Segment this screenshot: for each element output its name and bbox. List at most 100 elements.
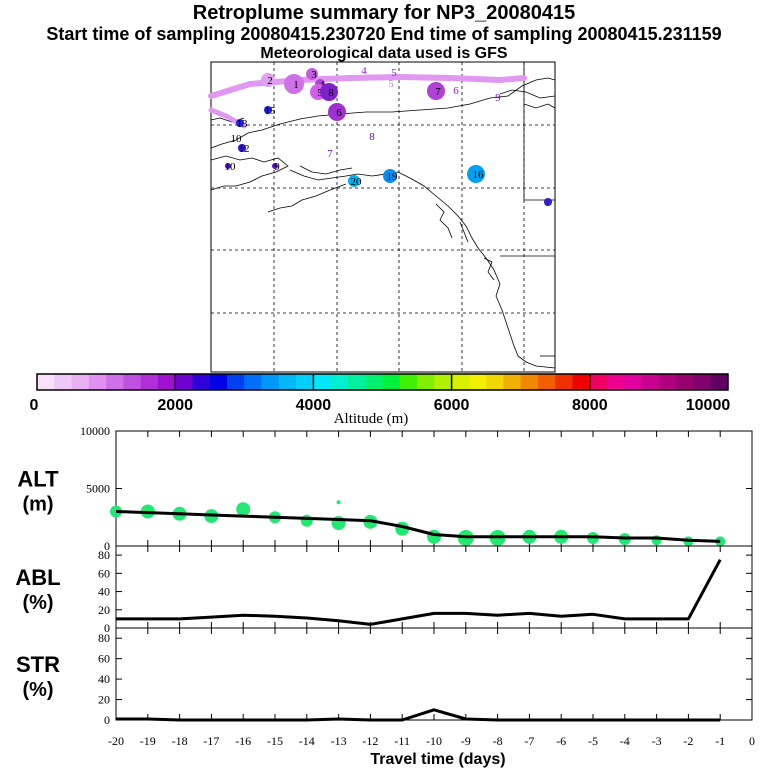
map-point-label: 2 xyxy=(267,75,273,87)
y-tick-label: 80 xyxy=(98,548,110,562)
panel-alt: 0 5000 10000 ALT(m) xyxy=(17,424,753,553)
colorbar-cell xyxy=(261,374,280,390)
map-point xyxy=(264,106,272,114)
panel-unit-label: (%) xyxy=(22,592,53,614)
colorbar-cell xyxy=(296,374,314,390)
met-data-note: Meteorological data used is GFS xyxy=(260,45,508,62)
x-tick-label: -7 xyxy=(524,734,534,748)
colorbar-cell xyxy=(486,374,504,390)
map-point xyxy=(383,169,397,183)
y-tick-label: 0 xyxy=(104,621,110,635)
time-series-panels: 0500010000ALT(m)020406080ABL(%)020406080… xyxy=(15,424,755,768)
y-tick-label: 60 xyxy=(98,652,110,666)
colorbar-cell xyxy=(123,374,142,390)
map-point-label: 5 xyxy=(388,78,394,90)
map-point xyxy=(236,119,244,127)
colorbar-cell xyxy=(434,374,453,390)
colorbar-cell xyxy=(37,374,55,390)
x-tick-label: -12 xyxy=(362,734,378,748)
map-point-label: 9 xyxy=(495,92,501,104)
map-point xyxy=(261,73,275,87)
colorbar-cell xyxy=(555,374,574,390)
trajectory-line xyxy=(208,73,527,99)
y-tick-label: 80 xyxy=(98,631,110,645)
panel-abl: 0 20 40 60 80 ABL(%) xyxy=(15,545,753,635)
trajectory-marker xyxy=(544,198,552,206)
map-point-label: 16 xyxy=(473,169,485,181)
map-point-label: 9 xyxy=(274,161,280,173)
colorbar-cell xyxy=(244,374,263,390)
map-point xyxy=(427,82,445,100)
x-tick-label: -16 xyxy=(235,734,251,748)
colorbar-cell xyxy=(468,374,487,390)
colorbar-cell xyxy=(537,374,556,390)
colorbar-tick-label: 2000 xyxy=(157,397,193,414)
x-tick-label: -1 xyxy=(715,734,725,748)
map-point-label: 4 xyxy=(361,65,367,77)
series-line xyxy=(115,510,721,543)
map-point xyxy=(284,74,304,94)
colorbar-cell xyxy=(520,374,539,390)
panel-frame xyxy=(115,627,753,721)
altitude-point xyxy=(336,500,341,505)
panel-unit-label: (%) xyxy=(22,679,53,701)
x-tick-label: -11 xyxy=(394,734,410,748)
colorbar-tick-label: 6000 xyxy=(434,397,470,414)
panel-label: STR xyxy=(16,652,60,677)
colorbar-cell xyxy=(140,374,159,390)
colorbar-tick-label: 0 xyxy=(30,397,39,414)
colorbar-cell xyxy=(54,374,73,390)
colorbar-cell xyxy=(347,374,366,390)
coastlines xyxy=(210,62,556,369)
map-point-label: 6 xyxy=(336,107,342,119)
series-line xyxy=(116,558,722,626)
panel-label: ABL xyxy=(15,565,60,590)
y-tick-label: 40 xyxy=(98,585,110,599)
colorbar-cell xyxy=(658,374,677,390)
colorbar-cell xyxy=(88,374,107,390)
map-point xyxy=(238,144,246,152)
map-point-label: 9 xyxy=(545,197,551,209)
colorbar-cell xyxy=(589,374,608,390)
colorbar-cell xyxy=(607,374,625,390)
map-point-label: 12 xyxy=(239,143,250,155)
map-point-label: 15 xyxy=(265,105,277,117)
map-point xyxy=(225,163,231,169)
panel-unit-label: (m) xyxy=(22,494,53,516)
panel-frame xyxy=(115,430,753,547)
map-point xyxy=(348,175,360,187)
colorbar-cell xyxy=(451,374,470,390)
x-tick-label: -17 xyxy=(203,734,219,748)
colorbar-cell xyxy=(227,374,245,390)
colorbar-cell xyxy=(693,374,712,390)
x-tick-label: -8 xyxy=(493,734,503,748)
map-point-label: 19 xyxy=(387,171,399,183)
colorbar-xlabel: Altitude (m) xyxy=(334,411,409,427)
x-tick-label: -9 xyxy=(461,734,471,748)
altitude-point xyxy=(300,514,313,527)
colorbar-tick-label: 4000 xyxy=(296,397,332,414)
x-tick-label: -10 xyxy=(426,734,442,748)
colorbar-cell xyxy=(209,374,228,390)
x-tick-label: -13 xyxy=(331,734,347,748)
x-tick-label: -2 xyxy=(683,734,693,748)
x-tick-label: -14 xyxy=(299,734,315,748)
colorbar-cell xyxy=(572,374,591,390)
colorbar-cell xyxy=(365,374,383,390)
x-tick-label: -3 xyxy=(652,734,662,748)
map-point-label: 8 xyxy=(369,131,375,143)
chart-title: Retroplume summary for NP3_20080415 xyxy=(192,2,576,24)
colorbar-cell xyxy=(278,374,297,390)
map-point xyxy=(467,165,485,183)
map-point-label: 7 xyxy=(435,86,441,98)
colorbar-cell xyxy=(676,374,694,390)
colorbar-tick-label: 10000 xyxy=(686,397,731,414)
map-point xyxy=(272,163,278,169)
x-tick-label: -19 xyxy=(140,734,156,748)
colorbar-cell xyxy=(175,374,193,390)
y-tick-label: 0 xyxy=(104,539,110,553)
colorbar-cell xyxy=(313,374,332,390)
colorbar-ticks: 0 2000 4000 6000 8000 10000 xyxy=(30,374,731,414)
